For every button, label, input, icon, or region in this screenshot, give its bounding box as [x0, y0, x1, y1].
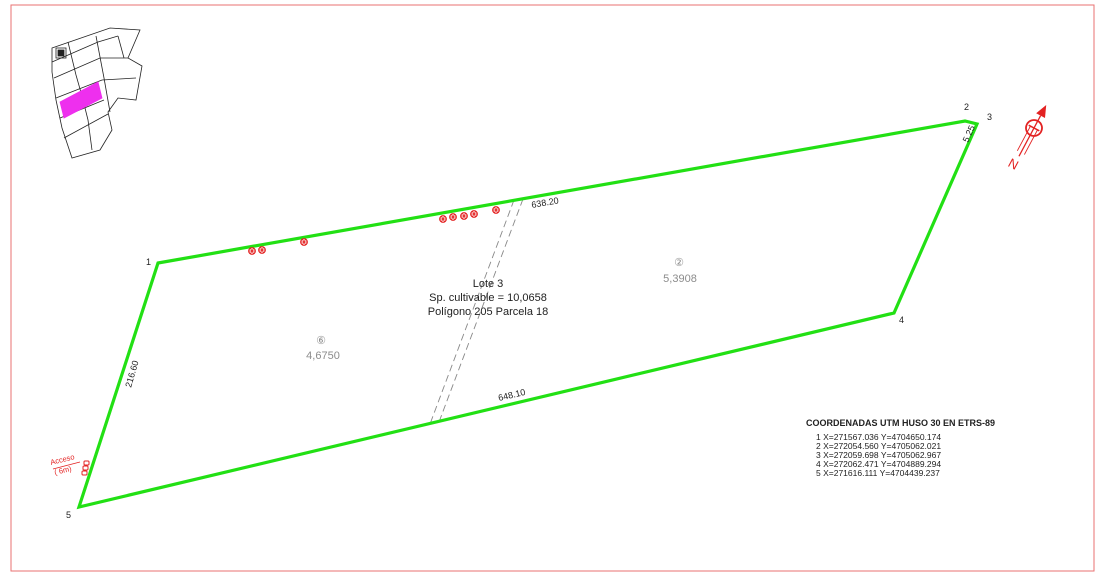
plot-boundary	[76, 119, 980, 510]
sheet-frame	[10, 4, 1095, 572]
coordinates-table: COORDENADAS UTM HUSO 30 EN ETRS-89 1 X=2…	[806, 418, 995, 478]
access-gate-icon	[81, 460, 90, 476]
sub-area-2-value: 5,3908	[663, 273, 697, 285]
vertex-label-2: 2	[964, 102, 969, 112]
dimension-north-side: 638.20	[531, 195, 560, 210]
plot-parcel-ref: Polígono 205 Parcela 18	[428, 306, 548, 318]
plot-lot-name: Lote 3	[473, 278, 504, 290]
coordinates-row: 4 X=272062.471 Y=4704889.294	[816, 459, 941, 469]
vertex-label-5: 5	[66, 510, 71, 520]
north-letter: N	[1006, 155, 1021, 173]
tree-icon	[300, 238, 308, 246]
plot-cultivable-area: Sp. cultivable = 10,0658	[429, 292, 547, 304]
tree-icon	[492, 206, 500, 214]
tree-icon	[439, 215, 447, 223]
trees	[248, 206, 500, 255]
tree-icon	[460, 212, 468, 220]
sub-area-6-id: ⑥	[316, 335, 326, 347]
sub-area-2-id: ②	[674, 257, 684, 269]
north-arrow-icon: N	[1006, 105, 1047, 173]
access-marker: Acceso ( 6m)	[49, 452, 90, 477]
vertex-label-1: 1	[146, 257, 151, 267]
internal-dashed-line-a	[429, 199, 515, 425]
tree-icon	[258, 246, 266, 254]
tree-icon	[470, 210, 478, 218]
tree-icon	[449, 213, 457, 221]
access-width: ( 6m)	[53, 464, 73, 477]
coordinates-title: COORDENADAS UTM HUSO 30 EN ETRS-89	[806, 418, 995, 428]
coordinates-row: 1 X=271567.036 Y=4704650.174	[816, 432, 941, 442]
vertex-label-4: 4	[899, 315, 904, 325]
coordinates-row: 5 X=271616.111 Y=4704439.237	[816, 468, 940, 478]
location-minimap-icon	[51, 27, 143, 159]
sub-area-6-value: 4,6750	[306, 350, 340, 362]
coordinates-row: 3 X=272059.698 Y=4705062.967	[816, 450, 941, 460]
coordinates-row: 2 X=272054.560 Y=4705062.021	[816, 441, 941, 451]
tree-icon	[248, 247, 256, 255]
internal-dashed-line-b	[438, 198, 524, 423]
access-label: Acceso	[49, 452, 75, 467]
vertex-label-3: 3	[987, 112, 992, 122]
dimension-east-short: 5.25	[961, 124, 977, 144]
